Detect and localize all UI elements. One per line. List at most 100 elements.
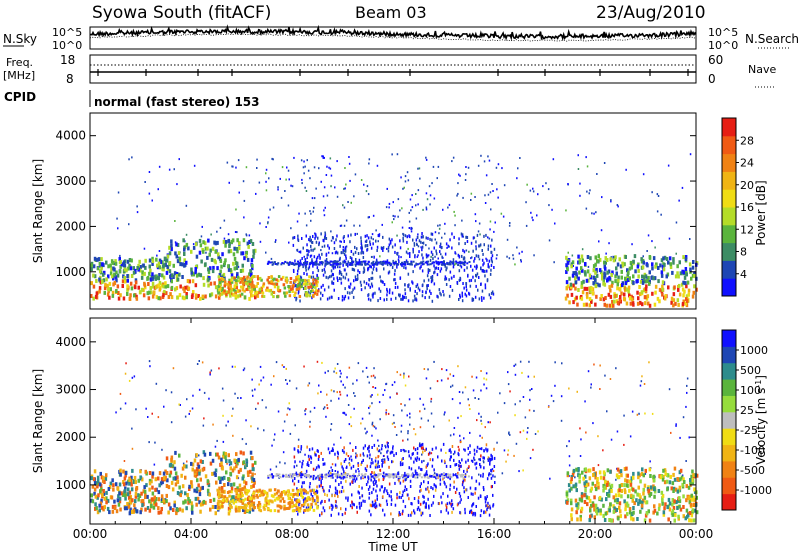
pt-2635	[458, 261, 461, 264]
pt-67	[489, 228, 491, 231]
pt-1631	[113, 506, 117, 510]
pt-863	[472, 249, 474, 253]
pt-1026	[482, 252, 484, 256]
pt-751	[328, 246, 330, 250]
pt-108	[615, 478, 617, 481]
pt-460	[268, 177, 270, 180]
pt-403	[209, 371, 211, 374]
pt-1488	[133, 293, 136, 298]
pt-1729	[241, 476, 244, 481]
pt-119	[463, 437, 465, 440]
pt-1409	[129, 293, 132, 298]
pt-133	[353, 407, 355, 410]
pt-881	[322, 506, 325, 510]
pt-674	[463, 268, 466, 272]
pt-354	[480, 419, 482, 422]
pt-380	[508, 224, 511, 227]
pt-2573	[433, 261, 436, 264]
pt-1671	[135, 487, 138, 492]
pt-1961	[626, 273, 629, 278]
pt-1584	[137, 285, 140, 290]
pt-2067	[595, 273, 599, 278]
pt-2589	[384, 260, 387, 263]
pt-874	[386, 443, 389, 447]
pt-2215	[602, 513, 605, 518]
pt-2527	[314, 262, 316, 265]
pt-2552	[277, 262, 280, 265]
pt-1221	[185, 292, 188, 296]
pt-1484	[235, 282, 238, 287]
pt-1953	[305, 294, 308, 298]
pt-886	[483, 296, 485, 300]
pt-277	[371, 402, 373, 405]
pt-526	[323, 406, 326, 409]
pt-81	[343, 224, 346, 227]
pt-236	[274, 433, 276, 436]
pt-2475	[318, 263, 321, 266]
pt-124	[571, 254, 574, 257]
pt-601	[458, 448, 460, 452]
pt-1801	[314, 285, 317, 289]
pt-1643	[151, 281, 155, 286]
pt-2574	[438, 262, 441, 265]
pt-1550	[148, 290, 151, 295]
pt-229	[474, 213, 477, 216]
pt-537	[371, 434, 373, 437]
pt-694	[350, 458, 353, 462]
pt-965	[418, 288, 421, 292]
pt-811	[416, 456, 419, 460]
freq-label-1: Freq.	[6, 56, 33, 69]
pt-13	[516, 246, 518, 249]
pt-1939	[275, 491, 279, 495]
pt-1689	[190, 267, 193, 272]
pt-1914	[270, 280, 273, 284]
pt-2597	[355, 260, 358, 263]
pt-432	[290, 184, 292, 187]
pt-1055	[352, 448, 354, 452]
pt-1253	[233, 466, 236, 471]
pt-1136	[412, 452, 414, 456]
pt-2254	[565, 270, 568, 274]
pt-543	[371, 293, 374, 297]
pt-256	[336, 160, 338, 163]
pt-1034	[413, 460, 415, 464]
pt-1798	[240, 499, 243, 503]
pt-1881	[223, 280, 227, 284]
pt-313	[344, 187, 346, 190]
pt-787	[488, 505, 490, 509]
pt-1569	[188, 487, 191, 491]
pt-2298	[589, 286, 592, 291]
pt-1278	[102, 507, 105, 512]
pt-1132	[294, 477, 296, 480]
pt-1228	[343, 446, 345, 450]
pt-2053	[678, 499, 682, 504]
pt-2518	[297, 260, 299, 263]
pt-90	[445, 369, 448, 372]
pt-619	[492, 493, 494, 497]
pt-1529	[165, 270, 169, 275]
pt-1925	[313, 291, 317, 295]
pt-597	[488, 513, 491, 517]
pt-556	[349, 291, 351, 295]
pt-604	[362, 452, 364, 456]
pt-2270	[603, 264, 606, 269]
pt-1849	[291, 501, 294, 505]
pt-77	[133, 375, 136, 378]
pt-875	[460, 498, 462, 502]
pt-1319	[183, 296, 186, 301]
pt-782	[468, 279, 471, 283]
pt-1890	[275, 278, 278, 282]
pt-2535	[364, 260, 367, 263]
pt-2104	[606, 468, 610, 473]
pt-1194	[369, 285, 371, 289]
pt-975	[315, 234, 317, 238]
pt-892	[318, 243, 320, 247]
pt-722	[484, 269, 486, 273]
freq-right-tick-top: 60	[708, 53, 723, 67]
pt-2257	[682, 299, 685, 304]
cpid-panel: CPID normal (fast stereo) 153	[4, 90, 260, 109]
pt-445	[136, 211, 139, 214]
pt-1948	[284, 294, 287, 298]
pt-1971	[639, 292, 642, 297]
pt-1670	[170, 279, 173, 284]
